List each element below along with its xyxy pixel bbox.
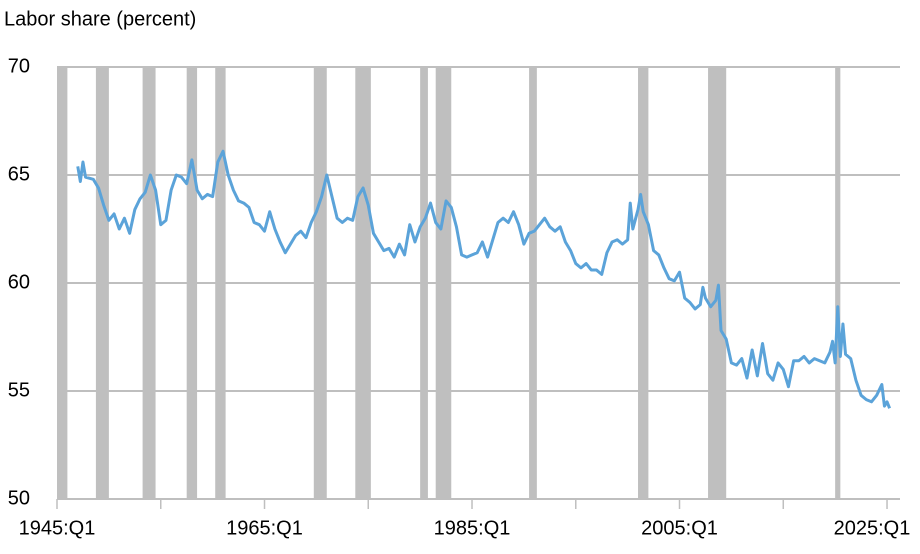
x-tick-label: 1965:Q1: [226, 517, 303, 539]
y-tick-label: 55: [8, 379, 30, 401]
y-tick-label: 50: [8, 487, 30, 509]
x-tick-label: 1945:Q1: [19, 517, 96, 539]
x-tick-label: 2025:Q1: [834, 517, 911, 539]
x-tick-label: 2005:Q1: [641, 517, 718, 539]
data-line: [76, 149, 892, 409]
y-tick-label: 70: [8, 55, 30, 77]
x-tick-label: 1985:Q1: [434, 517, 511, 539]
y-tick-label: 60: [8, 271, 30, 293]
y-tick-label: 65: [8, 163, 30, 185]
chart-title: Labor share (percent): [4, 8, 196, 30]
